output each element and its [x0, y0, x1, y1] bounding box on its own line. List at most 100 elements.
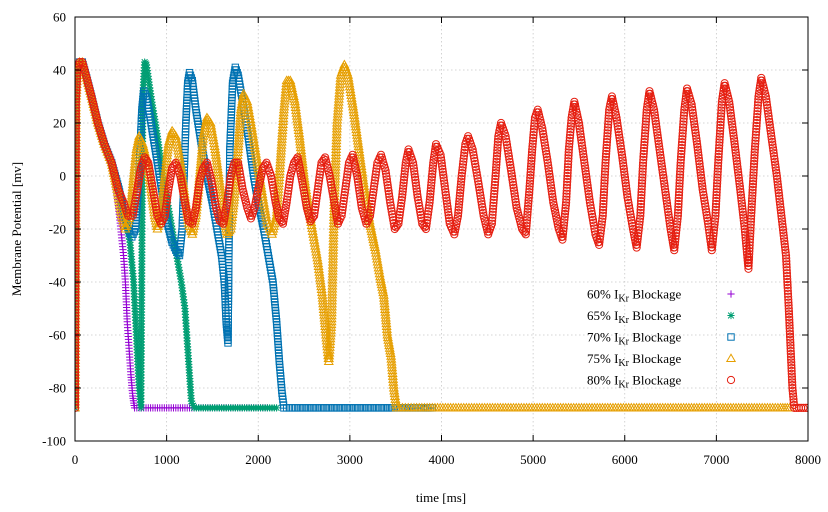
data-point	[326, 316, 337, 326]
data-point	[324, 342, 335, 351]
data-point	[75, 160, 80, 169]
data-point	[332, 105, 344, 115]
data-point	[75, 68, 82, 77]
data-point	[123, 215, 134, 225]
y-axis-label: Membrane Potential [mv]	[9, 162, 24, 296]
data-point	[75, 402, 81, 412]
y-tick-label: -60	[49, 328, 66, 343]
data-point	[75, 108, 81, 118]
data-point	[330, 159, 341, 168]
data-point	[129, 208, 138, 217]
data-point	[151, 199, 160, 209]
data-point	[75, 203, 81, 213]
data-point	[233, 138, 244, 148]
data-point	[149, 188, 158, 197]
data-point	[275, 151, 286, 161]
data-point	[232, 147, 243, 156]
data-point	[326, 310, 337, 320]
data-point	[234, 130, 245, 139]
data-point	[165, 177, 174, 186]
data-point	[326, 307, 337, 317]
data-point	[324, 344, 335, 354]
data-point	[326, 298, 338, 308]
data-point	[193, 194, 202, 204]
data-point	[330, 161, 341, 171]
y-tick-label: -80	[49, 381, 66, 396]
data-point	[75, 123, 81, 133]
data-point	[75, 142, 80, 151]
data-point	[145, 164, 154, 173]
data-point	[188, 223, 199, 233]
data-point	[327, 271, 338, 281]
data-point	[161, 153, 172, 163]
data-point	[340, 62, 351, 71]
grid-lines	[75, 17, 808, 441]
data-point	[257, 212, 265, 220]
data-point	[75, 94, 81, 104]
data-point	[132, 188, 141, 197]
data-point	[152, 223, 163, 233]
data-point	[149, 191, 158, 200]
data-point	[75, 204, 80, 213]
data-point	[275, 145, 287, 155]
data-point	[75, 185, 81, 195]
data-point	[75, 209, 81, 219]
data-point	[164, 182, 174, 191]
data-point	[279, 92, 291, 102]
data-point	[75, 145, 80, 154]
data-point	[162, 199, 171, 209]
data-point	[175, 266, 183, 274]
data-point	[331, 129, 342, 139]
data-point	[189, 402, 197, 410]
data-point	[75, 77, 81, 86]
data-point	[328, 236, 339, 245]
data-point	[75, 147, 81, 156]
data-point	[161, 202, 171, 212]
data-point	[193, 188, 203, 198]
x-tick-label: 0	[72, 452, 79, 467]
data-point	[233, 68, 241, 77]
data-point	[335, 73, 346, 82]
data-point	[235, 107, 246, 117]
data-point	[197, 142, 208, 152]
data-point	[330, 153, 341, 162]
data-point	[129, 159, 140, 168]
data-point	[328, 227, 339, 236]
data-point	[75, 188, 81, 198]
data-point	[124, 226, 132, 235]
data-point	[328, 224, 339, 233]
data-point	[165, 227, 174, 236]
data-point	[75, 234, 80, 243]
data-point	[201, 115, 212, 124]
data-point	[144, 161, 153, 170]
data-point	[269, 218, 280, 228]
data-point	[327, 250, 339, 260]
data-point	[332, 108, 343, 118]
data-point	[166, 174, 175, 183]
data-point	[175, 263, 183, 271]
data-point	[75, 197, 81, 207]
data-point	[276, 134, 287, 143]
data-point	[130, 227, 138, 236]
data-point	[135, 171, 144, 181]
data-point	[328, 221, 339, 230]
y-tick-label: 40	[53, 63, 66, 78]
data-point	[163, 188, 173, 197]
data-point	[268, 223, 279, 233]
data-point	[268, 221, 280, 230]
data-point	[278, 104, 289, 114]
legend-label: 60% IKr Blockage	[587, 287, 682, 305]
data-point	[75, 230, 81, 240]
data-point	[334, 87, 345, 97]
legend-marker	[725, 353, 737, 362]
data-point	[120, 223, 131, 233]
data-point	[273, 178, 284, 187]
data-point	[75, 192, 80, 201]
data-point	[75, 231, 80, 240]
x-tick-label: 2000	[245, 452, 271, 467]
data-point	[195, 180, 204, 189]
data-point	[132, 191, 141, 200]
data-point	[178, 183, 187, 192]
data-point	[160, 165, 171, 174]
